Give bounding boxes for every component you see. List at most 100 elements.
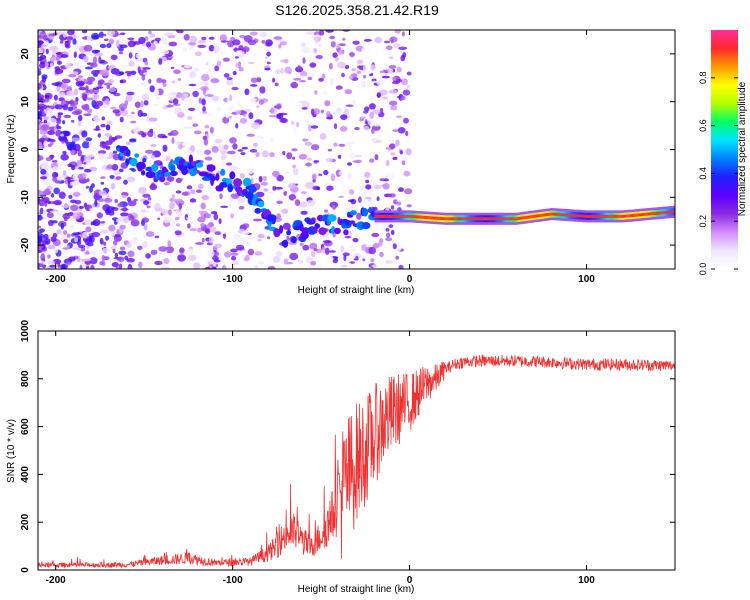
spectrogram-noise-blob (371, 128, 375, 134)
spectrogram-noise-blob (404, 188, 413, 195)
spectrogram-noise-blob (206, 50, 211, 54)
spectrogram-band-core (492, 217, 494, 221)
spectrogram-noise-blob (87, 242, 94, 247)
spectrogram-noise-blob (66, 245, 70, 248)
spectrogram-noise-blob (269, 68, 274, 75)
spectrogram-noise-blob (315, 55, 323, 60)
spectrogram-noise-blob (38, 56, 43, 62)
spectrogram-band-core (593, 214, 595, 218)
spectrogram-noise-blob (286, 235, 290, 242)
spectrogram-noise-blob (263, 253, 272, 258)
spectrogram-noise-blob (62, 31, 68, 38)
spectrogram-noise-blob (143, 72, 150, 76)
spectrogram-noise-blob (38, 225, 42, 229)
spectrogram-noise-blob (45, 157, 52, 162)
spectrogram-noise-blob (103, 33, 107, 37)
snr-x-label: Height of straight line (km) (298, 584, 415, 595)
spectrogram-band-core (403, 214, 405, 218)
spectrogram-noise-blob (157, 217, 161, 220)
spectrogram-noise-blob (374, 154, 379, 161)
spectrogram-noise-blob (86, 76, 96, 82)
spectrogram-noise-blob (40, 162, 49, 170)
spectrogram-noise-blob (38, 97, 43, 103)
spectrogram-noise-blob (147, 130, 154, 138)
spectrogram-noise-blob (47, 244, 56, 250)
spectrogram-band-core (561, 213, 563, 217)
spectrogram-noise-blob (115, 218, 121, 223)
spectrogram-noise-blob (201, 98, 206, 106)
spectrogram-noise-blob (372, 33, 378, 38)
spectrogram-noise-blob (40, 168, 47, 175)
spectrogram-signal-blob (248, 186, 257, 193)
spectrogram-band-core (634, 213, 637, 217)
spectrogram-band-core (669, 210, 672, 214)
spectrogram-band-core (662, 211, 664, 215)
spectrogram-noise-blob (108, 224, 116, 232)
spectrogram-band-core (658, 211, 660, 215)
spectrogram-noise-blob (126, 176, 136, 183)
spectrogram-noise-blob (171, 193, 175, 201)
spectrogram-noise-blob (213, 259, 221, 263)
spectrogram-band-core (393, 214, 396, 218)
spectrogram-noise-blob (389, 143, 396, 149)
spectrogram-noise-blob (284, 213, 289, 217)
spectrogram-signal-blob (129, 157, 138, 167)
spectrogram-noise-blob (160, 266, 170, 269)
spectrogram-band-core (580, 214, 583, 218)
spectrogram-noise-blob (77, 247, 82, 251)
spectrogram-noise-blob (283, 58, 289, 64)
spectrogram-noise-blob (401, 31, 405, 37)
spectrogram-noise-blob (71, 149, 75, 156)
spectrogram-noise-blob (223, 144, 229, 150)
spectrogram-band-core (475, 217, 477, 221)
spectrogram-noise-blob (98, 152, 105, 160)
spectrogram-noise-blob (327, 148, 333, 152)
spectrogram-noise-blob (239, 173, 245, 179)
spectrogram-noise-blob (388, 137, 394, 143)
spectrogram-noise-blob (151, 113, 158, 119)
spectrogram-noise-blob (378, 240, 383, 247)
spectrogram-noise-blob (252, 137, 262, 141)
spectrogram-noise-blob (287, 183, 296, 189)
spectrogram-noise-blob (62, 150, 67, 155)
spectrogram-noise-blob (195, 242, 204, 245)
spectrogram-band-core (408, 214, 411, 218)
spectrogram-noise-blob (97, 133, 101, 138)
spectrogram-noise-blob (39, 207, 44, 215)
spectrogram-noise-blob (401, 79, 408, 85)
spectrogram-noise-blob (103, 241, 107, 246)
spectrogram-noise-blob (131, 111, 135, 115)
spectrogram-band-core (508, 217, 510, 221)
spectrogram-noise-blob (119, 224, 126, 230)
spectrogram-noise-blob (66, 261, 72, 266)
spectrogram-noise-blob (38, 233, 45, 239)
spectrogram-noise-blob (50, 200, 58, 205)
spectrogram-noise-blob (98, 190, 107, 197)
spectrogram-noise-blob (374, 36, 383, 44)
spectrogram-noise-blob (107, 30, 116, 36)
spectrogram-noise-blob (338, 143, 346, 147)
spectrogram-noise-blob (133, 198, 138, 202)
spectrogram-noise-blob (125, 141, 131, 146)
spectrogram-noise-blob (127, 250, 135, 258)
spectrogram-noise-blob (385, 228, 390, 232)
spectrogram-noise-blob (399, 150, 403, 155)
spectrogram-noise-blob (69, 225, 75, 230)
spectrogram-noise-blob (388, 56, 394, 60)
spectrogram-noise-blob (218, 218, 222, 225)
spectrogram-noise-blob (39, 62, 46, 69)
spectrogram-noise-blob (60, 83, 66, 89)
spectrogram-noise-blob (342, 188, 346, 196)
spectrogram-noise-blob (355, 255, 359, 261)
spectrogram-band-core (380, 214, 383, 218)
spectrogram-noise-blob (319, 30, 325, 36)
spectrogram-noise-blob (43, 119, 48, 124)
spectrogram-band-core (376, 214, 379, 218)
spectrogram-noise-blob (296, 30, 300, 35)
spectrogram-noise-blob (274, 82, 279, 87)
spectrogram-noise-blob (103, 38, 109, 42)
spectrogram-noise-blob (104, 132, 112, 137)
spectrogram-band-core (397, 214, 400, 218)
spectrogram-noise-blob (314, 90, 318, 95)
